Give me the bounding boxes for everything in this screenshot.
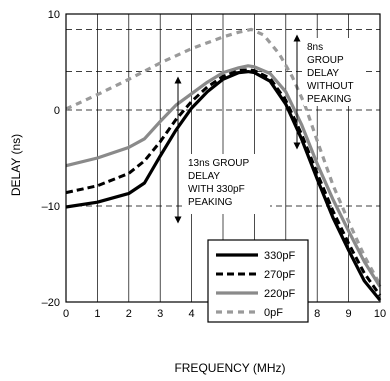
annotation-13ns-line-4: PEAKING xyxy=(188,197,233,208)
annotation-8ns-line-3: DELAY xyxy=(307,68,339,79)
series-line-270pF xyxy=(65,68,382,297)
x-tick-label: 1 xyxy=(94,308,100,320)
legend-label-330pF: 330pF xyxy=(264,250,295,262)
annotation-8ns-text: 8ns GROUP DELAY WITHOUT PEAKING xyxy=(304,38,362,106)
series-line-220pF xyxy=(65,64,382,288)
annotation-13ns-line-3: WITH 330pF xyxy=(188,184,245,195)
x-tick-label: 0 xyxy=(63,308,69,320)
y-tick-labels: –20 –10 0 10 xyxy=(42,9,60,309)
annotation-13ns-line-2: DELAY xyxy=(188,171,220,182)
annotation-13ns-line-1: 13ns GROUP xyxy=(188,158,249,169)
x-tick-label: 9 xyxy=(346,308,352,320)
legend: 330pF 270pF 220pF 0pF xyxy=(207,239,309,323)
y-tick-label: 10 xyxy=(48,9,60,21)
series-line-330pF xyxy=(65,70,382,302)
legend-label-220pF: 220pF xyxy=(264,288,295,300)
y-axis-label: DELAY (ns) xyxy=(9,134,23,196)
x-axis-label: FREQUENCY (MHz) xyxy=(174,361,285,375)
annotation-13ns-text: 13ns GROUP DELAY WITH 330pF PEAKING xyxy=(186,154,270,214)
annotation-8ns-line-5: PEAKING xyxy=(307,94,352,105)
y-tick-label: –10 xyxy=(42,201,60,213)
series-layer xyxy=(65,27,382,302)
annotation-8ns-line-1: 8ns xyxy=(307,42,323,53)
annotation-8ns-line-2: GROUP xyxy=(307,55,344,66)
x-tick-label: 3 xyxy=(157,308,163,320)
x-tick-label: 8 xyxy=(314,308,320,320)
x-tick-label: 10 xyxy=(374,308,386,320)
y-tick-label: 0 xyxy=(54,105,60,117)
legend-label-0pF: 0pF xyxy=(264,307,283,319)
y-tick-label: –20 xyxy=(42,297,60,309)
series-line-0pF xyxy=(65,27,382,286)
annotation-8ns-line-4: WITHOUT xyxy=(307,81,354,92)
x-tick-label: 4 xyxy=(189,308,195,320)
legend-label-270pF: 270pF xyxy=(264,269,295,281)
x-tick-label: 2 xyxy=(126,308,132,320)
